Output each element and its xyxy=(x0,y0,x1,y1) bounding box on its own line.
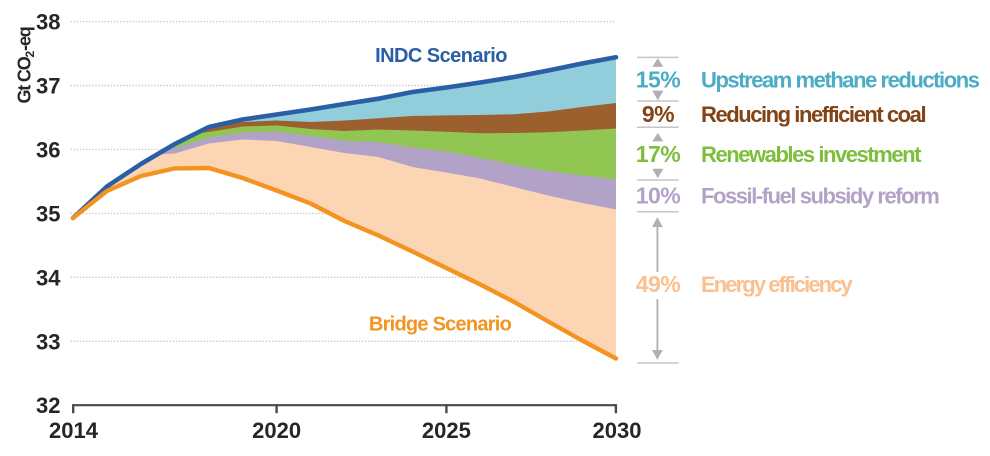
svg-text:15%: 15% xyxy=(636,67,681,93)
svg-text:2025: 2025 xyxy=(422,418,471,443)
svg-text:2014: 2014 xyxy=(49,418,99,443)
svg-text:9%: 9% xyxy=(642,101,674,127)
svg-text:Fossil-fuel subsidy reform: Fossil-fuel subsidy reform xyxy=(701,183,939,208)
svg-text:33: 33 xyxy=(36,329,60,354)
svg-text:Energy efficiency: Energy efficiency xyxy=(701,272,854,297)
svg-text:Reducing inefficient coal: Reducing inefficient coal xyxy=(701,102,925,127)
svg-text:Upstream methane reductions: Upstream methane reductions xyxy=(701,68,980,93)
svg-text:10%: 10% xyxy=(636,182,681,208)
svg-text:INDC Scenario: INDC Scenario xyxy=(375,45,507,67)
svg-text:17%: 17% xyxy=(636,141,681,167)
svg-text:2020: 2020 xyxy=(252,418,301,443)
svg-text:38: 38 xyxy=(36,10,60,35)
svg-text:32: 32 xyxy=(36,393,60,418)
svg-text:34: 34 xyxy=(36,265,61,290)
svg-text:35: 35 xyxy=(36,201,60,226)
svg-text:36: 36 xyxy=(36,137,60,162)
svg-text:Bridge Scenario: Bridge Scenario xyxy=(369,314,512,336)
svg-text:49%: 49% xyxy=(636,271,681,297)
svg-text:37: 37 xyxy=(36,74,60,99)
svg-text:Gt CO2-eq: Gt CO2-eq xyxy=(15,27,38,103)
svg-text:Renewables investment: Renewables investment xyxy=(701,142,922,167)
svg-text:2030: 2030 xyxy=(593,418,642,443)
